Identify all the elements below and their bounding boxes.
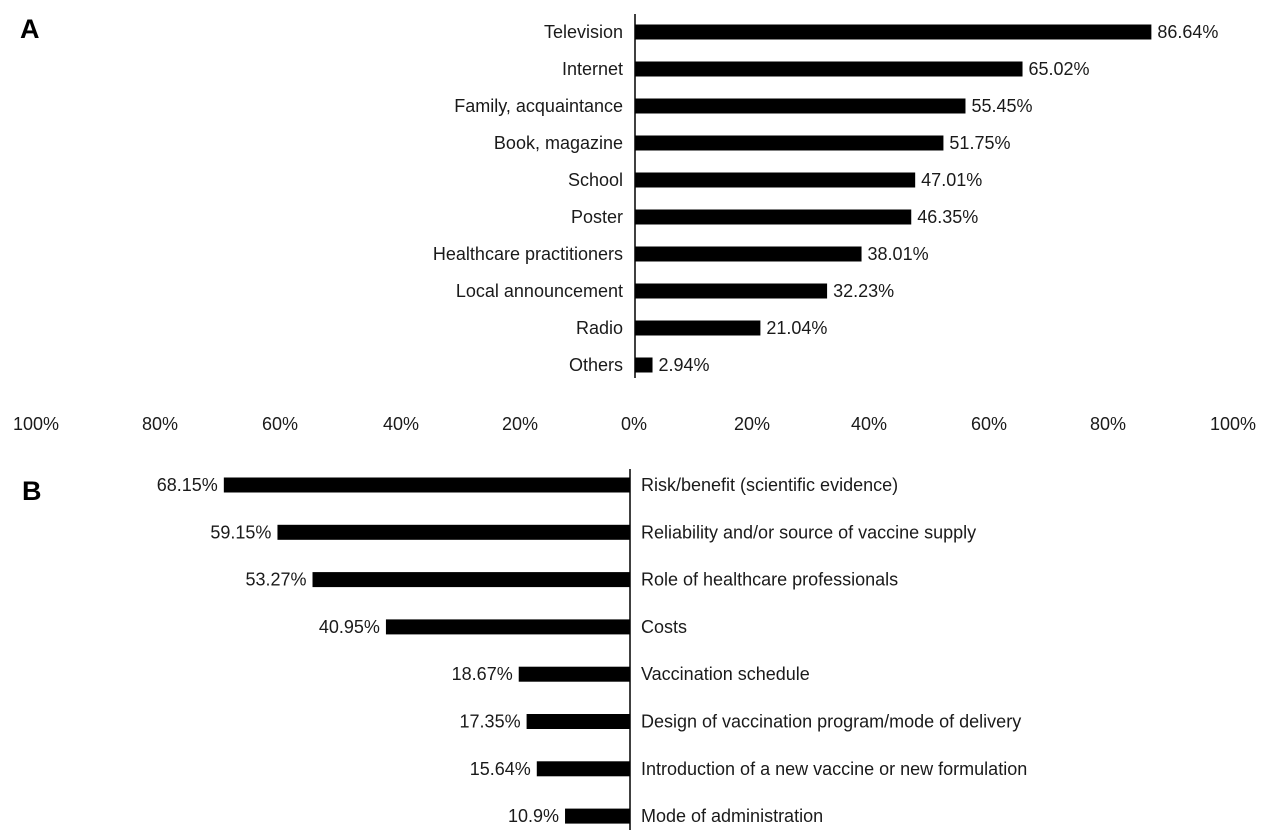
panel-b-bar xyxy=(312,572,630,588)
panel-a-bar xyxy=(635,61,1023,77)
panel-a-bar xyxy=(635,135,944,151)
x-axis-tick-label: 40% xyxy=(383,414,419,434)
panel-b-category-label: Reliability and/or source of vaccine sup… xyxy=(641,522,976,542)
x-axis-tick-label: 20% xyxy=(734,414,770,434)
panel-b-category-label: Vaccination schedule xyxy=(641,664,810,684)
panel-b-value-label: 40.95% xyxy=(319,617,380,637)
panel-b-value-label: 17.35% xyxy=(460,712,521,732)
panel-a-value-label: 2.94% xyxy=(659,355,710,375)
panel-b-category-label: Risk/benefit (scientific evidence) xyxy=(641,475,898,495)
panel-a-value-label: 32.23% xyxy=(833,281,894,301)
panel-a-value-label: 65.02% xyxy=(1029,59,1090,79)
panel-a-category-label: Family, acquaintance xyxy=(454,96,623,116)
panel-a-value-label: 38.01% xyxy=(868,244,929,264)
panel-b-category-label: Role of healthcare professionals xyxy=(641,570,898,590)
panel-b-bar xyxy=(385,619,630,635)
panel-b-value-label: 68.15% xyxy=(157,475,218,495)
panel-a-category-label: School xyxy=(568,170,623,190)
x-axis-tick-label: 80% xyxy=(142,414,178,434)
x-axis-tick-label: 100% xyxy=(13,414,59,434)
panel-a-bar xyxy=(635,283,828,299)
panel-a-category-label: Radio xyxy=(576,318,623,338)
panel-b-value-label: 59.15% xyxy=(210,522,271,542)
shared-x-axis-ticks: 100% 80% 60% 40% 20% 0% 20% 40% 60% 80% 100% xyxy=(13,414,1256,434)
panel-b-category-label: Costs xyxy=(641,617,687,637)
panel-a-category-label: Television xyxy=(544,22,623,42)
panel-a-value-label: 46.35% xyxy=(917,207,978,227)
panel-b-bar xyxy=(526,714,630,729)
panel-a-category-label: Healthcare practitioners xyxy=(433,244,623,264)
panel-a-value-label: 47.01% xyxy=(921,170,982,190)
panel-b-value-label: 10.9% xyxy=(508,806,559,826)
panel-b-bar xyxy=(223,477,631,493)
x-axis-tick-label: 60% xyxy=(262,414,298,434)
panel-a-bar xyxy=(635,209,912,225)
panel-a-category-label: Poster xyxy=(571,207,623,227)
panel-b-bar xyxy=(565,808,630,824)
panel-b-value-label: 15.64% xyxy=(470,759,531,779)
x-axis-tick-label: 80% xyxy=(1090,414,1126,434)
panel-a-value-label: 55.45% xyxy=(971,96,1032,116)
x-axis-tick-label: 0% xyxy=(621,414,647,434)
panel-a-category-label: Book, magazine xyxy=(494,133,623,153)
panel-b-letter: B xyxy=(22,476,42,506)
panel-b-value-label: 53.27% xyxy=(245,570,306,590)
panel-a-bar xyxy=(635,24,1152,40)
panel-a-category-label: Local announcement xyxy=(456,281,623,301)
panel-b-bar xyxy=(277,524,630,540)
panel-b-value-label: 18.67% xyxy=(452,664,513,684)
panel-a-bar xyxy=(635,357,653,373)
panel-b-category-label: Mode of administration xyxy=(641,806,823,826)
panel-a-bar xyxy=(635,320,761,336)
panel-a-bar xyxy=(635,246,862,262)
x-axis-tick-label: 40% xyxy=(851,414,887,434)
panel-a-bar xyxy=(635,172,916,188)
panel-b-category-label: Design of vaccination program/mode of de… xyxy=(641,712,1021,732)
x-axis-tick-label: 20% xyxy=(502,414,538,434)
panel-a-category-label: Others xyxy=(569,355,623,375)
panel-b-bar xyxy=(536,761,630,777)
panel-b-bar xyxy=(518,666,630,682)
panel-a-category-label: Internet xyxy=(562,59,623,79)
panel-a-value-label: 21.04% xyxy=(766,318,827,338)
panel-a-value-label: 51.75% xyxy=(949,133,1010,153)
panel-b-chart: Risk/benefit (scientific evidence) 68.15%… xyxy=(157,469,1027,830)
panel-b-category-label: Introduction of a new vaccine or new for… xyxy=(641,759,1027,779)
panel-a-chart: Television 86.64% Internet 65.02% Family, ac… xyxy=(433,14,1218,378)
panel-a-bar xyxy=(635,98,966,114)
panel-a-letter: A xyxy=(20,14,40,44)
panel-a-value-label: 86.64% xyxy=(1157,22,1218,42)
x-axis-tick-label: 100% xyxy=(1210,414,1256,434)
x-axis-tick-label: 60% xyxy=(971,414,1007,434)
